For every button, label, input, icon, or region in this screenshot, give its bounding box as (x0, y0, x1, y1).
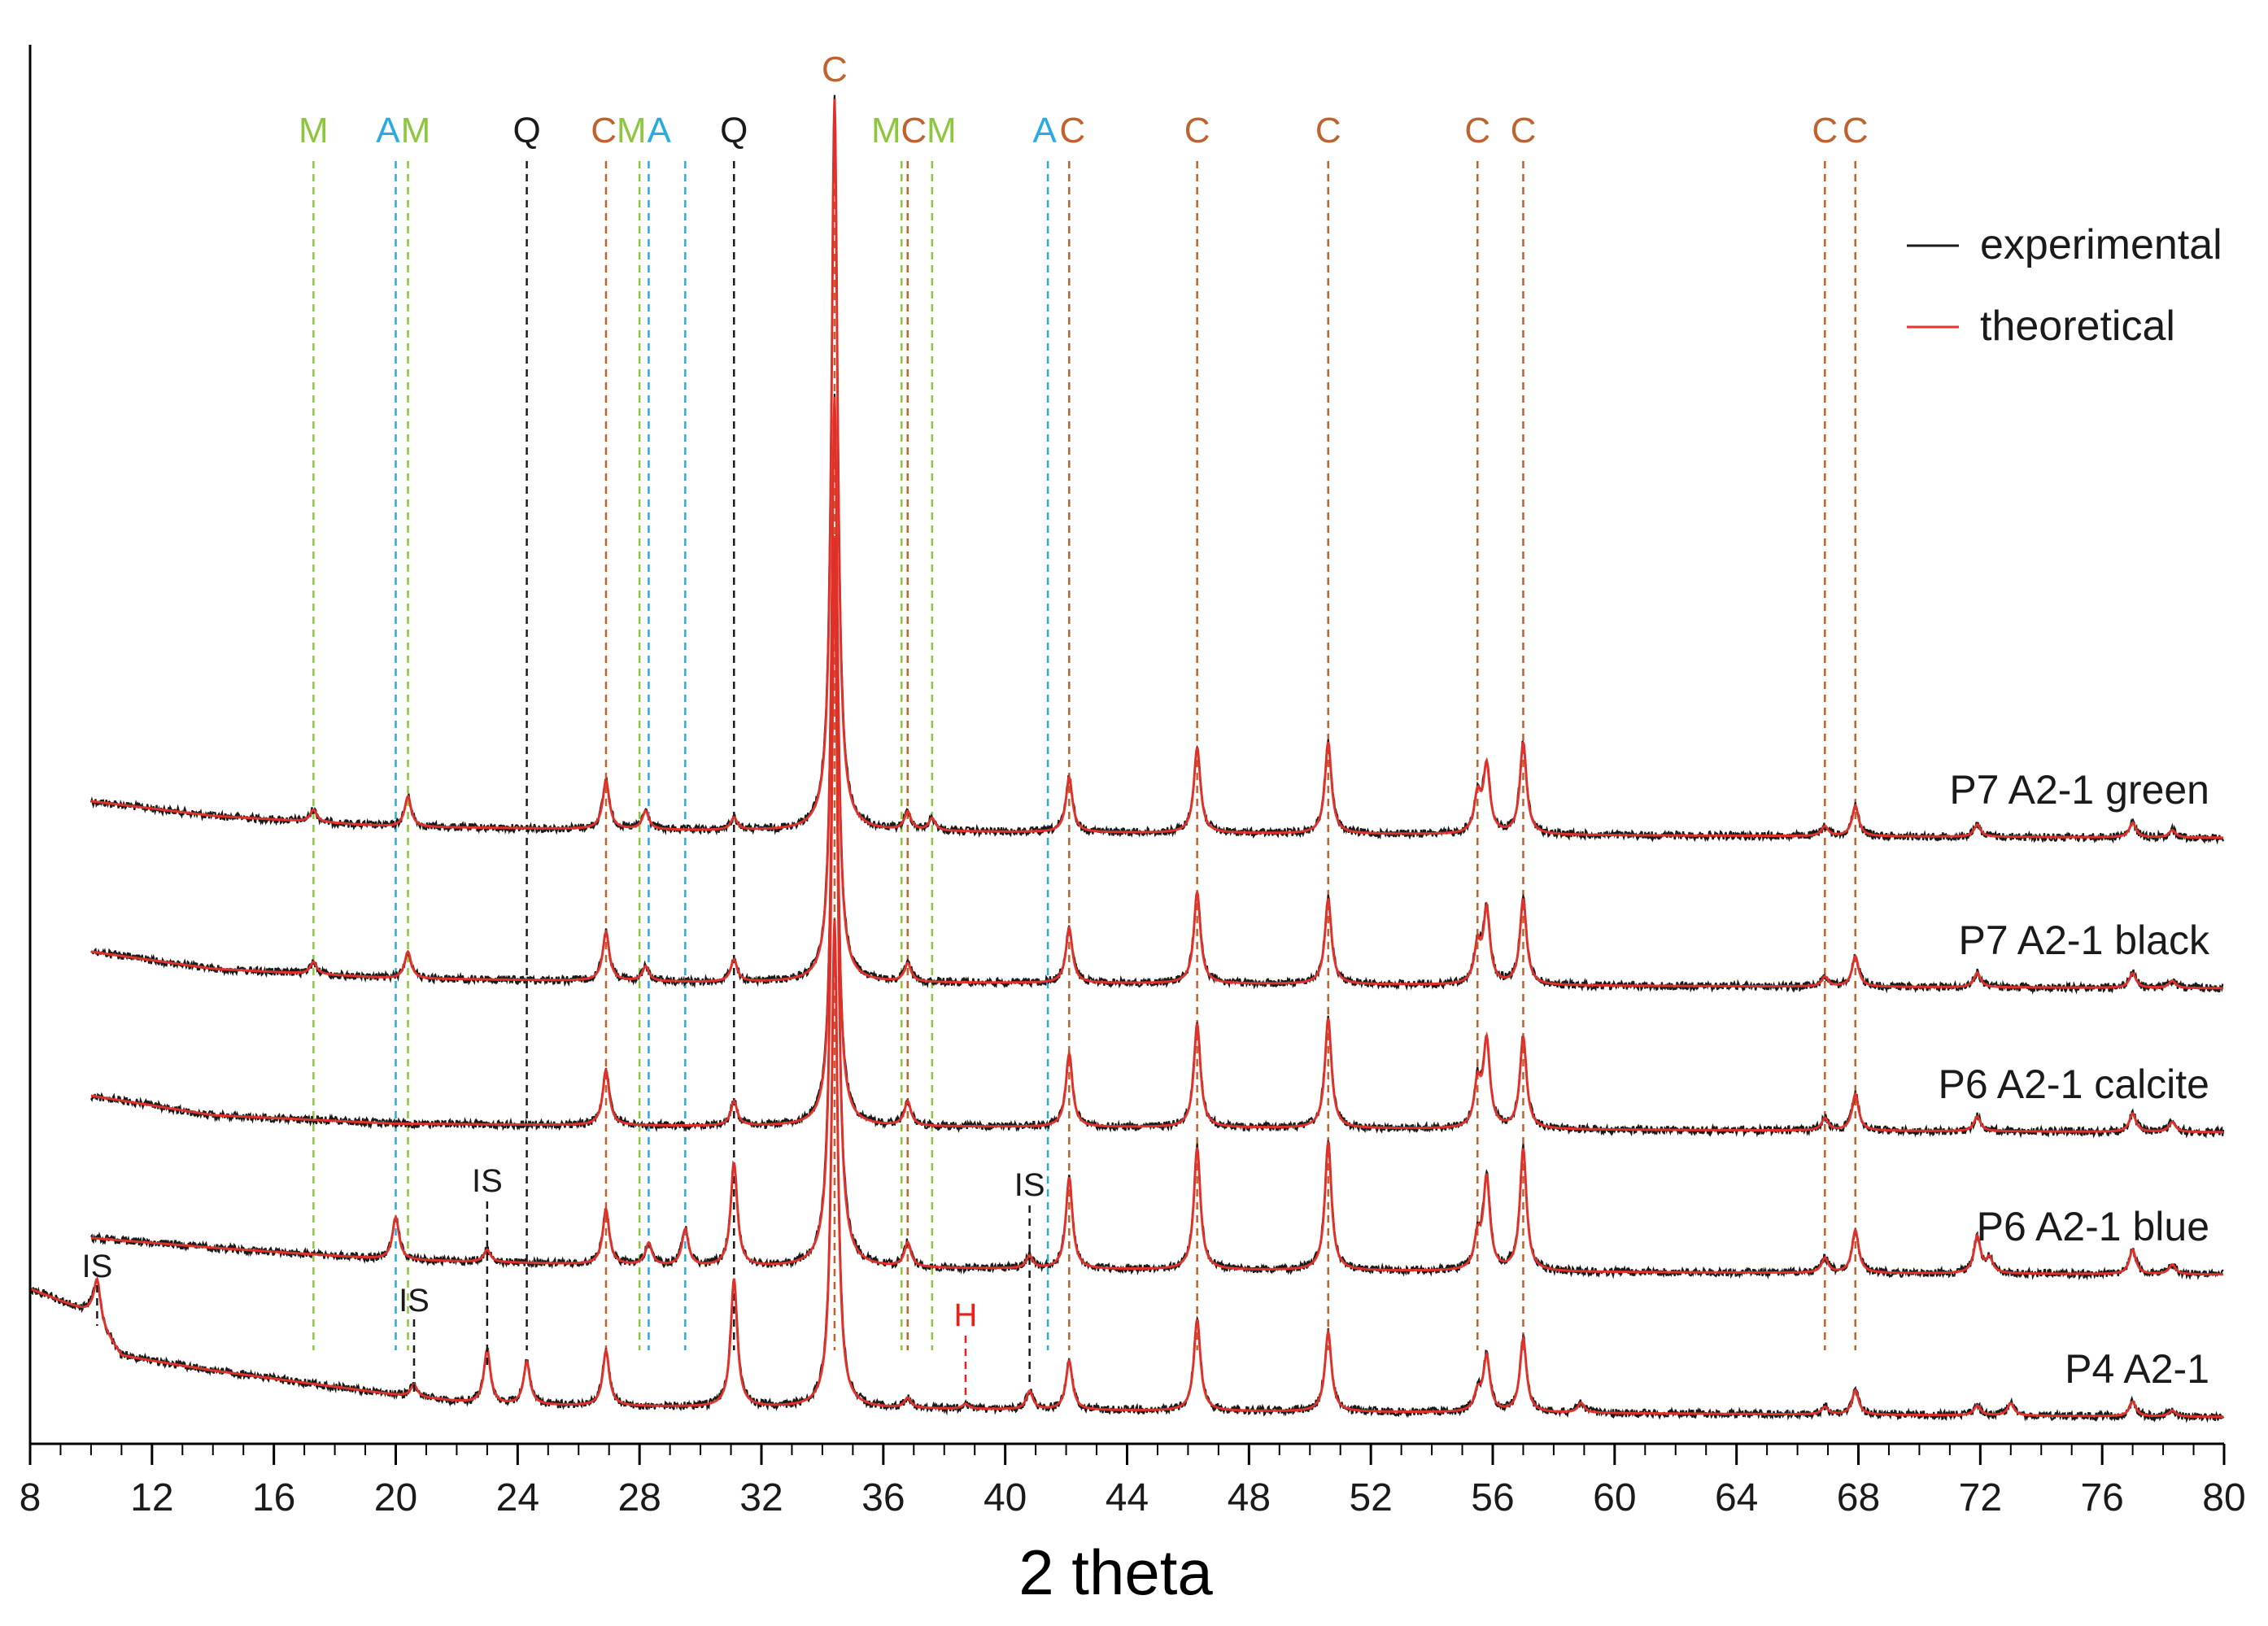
x-tick-label: 32 (739, 1476, 783, 1519)
peak-annotation-label-1: IS (399, 1283, 430, 1319)
series-experimental-p6-a2-1-calcite (89, 576, 2225, 1139)
phase-marker-label-5: M (617, 111, 647, 150)
series-label-p7-a2-1-green: P7 A2-1 green (1949, 767, 2209, 813)
x-tick-label: 28 (617, 1476, 661, 1519)
x-tick-label: 56 (1471, 1476, 1514, 1519)
x-tick-label: 64 (1715, 1476, 1758, 1519)
series-experimental-p4-a2-1 (29, 919, 2225, 1423)
legend-label-theoretical: theoretical (1980, 303, 2175, 350)
x-tick-label: 52 (1349, 1476, 1392, 1519)
phase-marker-label-14: C (1184, 111, 1210, 150)
phase-marker-label-12: A (1033, 111, 1058, 150)
legend-label-experimental: experimental (1980, 221, 2222, 268)
peak-annotation-label-0: IS (82, 1249, 113, 1284)
phase-marker-label-18: C (1812, 111, 1838, 150)
axes: 8 12 16 20 24 28 32 36 40 44 48 52 56 60 64 68 72 76 80 2 t… (20, 45, 2246, 1608)
x-tick-label: 40 (984, 1476, 1027, 1519)
phase-marker-label-16: C (1464, 111, 1490, 150)
x-tick-label: 48 (1228, 1476, 1271, 1519)
x-tick-label: 80 (2202, 1476, 2245, 1519)
series-label-p4-a2-1: P4 A2-1 (2065, 1346, 2209, 1392)
series-experimental-p7-a2-1-black (90, 394, 2224, 995)
series-label-p6-a2-1-calcite: P6 A2-1 calcite (1938, 1061, 2209, 1107)
x-tick-label: 12 (130, 1476, 173, 1519)
series-experimental-p7-a2-1-green (89, 94, 2225, 845)
series-theoretical-p7-a2-1-green (90, 98, 2224, 839)
phase-marker-label-8: C (822, 50, 848, 89)
phase-marker-label-11: M (927, 111, 957, 150)
x-tick-label: 36 (861, 1476, 905, 1519)
phase-marker-label-4: C (591, 111, 617, 150)
peak-annotation-label-2: IS (472, 1163, 503, 1199)
x-axis-title: 2 theta (1018, 1537, 1213, 1608)
x-tick-label: 16 (252, 1476, 295, 1519)
phase-marker-label-6: A (647, 111, 671, 150)
legend: experimental theoretical (1907, 221, 2222, 350)
phase-marker-label-13: C (1059, 111, 1085, 150)
phase-marker-label-19: C (1843, 111, 1869, 150)
x-tick-label: 8 (20, 1476, 41, 1519)
phase-marker-label-2: M (401, 111, 431, 150)
x-tick-label: 24 (496, 1476, 539, 1519)
series-theoretical-p6-a2-1-blue (90, 535, 2224, 1276)
x-tick-label: 44 (1106, 1476, 1149, 1519)
phase-marker-label-7: Q (720, 111, 748, 150)
series-layer (29, 94, 2225, 1423)
phase-marker-label-1: A (376, 111, 400, 150)
phase-marker-label-15: C (1315, 111, 1341, 150)
x-tick-label: 60 (1593, 1476, 1636, 1519)
phase-marker-label-0: M (299, 111, 329, 150)
series-theoretical-p6-a2-1-calcite (90, 577, 2224, 1134)
series-label-p7-a2-1-black: P7 A2-1 black (1958, 918, 2210, 963)
x-tick-label: 72 (1959, 1476, 2002, 1519)
phase-marker-label-3: Q (512, 111, 540, 150)
peak-annotation-label-3: IS (1014, 1167, 1045, 1203)
x-tick-label: 20 (374, 1476, 417, 1519)
series-labels: P7 A2-1 green P7 A2-1 black P6 A2-1 calcit… (1938, 767, 2210, 1392)
series-theoretical-p7-a2-1-black (90, 396, 2224, 990)
peak-annotation-label-4: H (954, 1297, 978, 1333)
series-theoretical-p4-a2-1 (29, 919, 2224, 1419)
peak-annotation-layer: IS IS IS IS H (82, 1163, 1045, 1401)
phase-marker-layer: M A M Q C M A QCM C M A C C C C C C C (299, 50, 1869, 1350)
series-experimental-p6-a2-1-blue (90, 538, 2224, 1281)
phase-marker-label-10: C (901, 111, 927, 150)
series-label-p6-a2-1-blue: P6 A2-1 blue (1977, 1204, 2209, 1249)
phase-marker-label-9: M (871, 111, 901, 150)
x-tick-label: 68 (1837, 1476, 1880, 1519)
phase-marker-label-17: C (1511, 111, 1537, 150)
x-tick-label: 76 (2080, 1476, 2123, 1519)
